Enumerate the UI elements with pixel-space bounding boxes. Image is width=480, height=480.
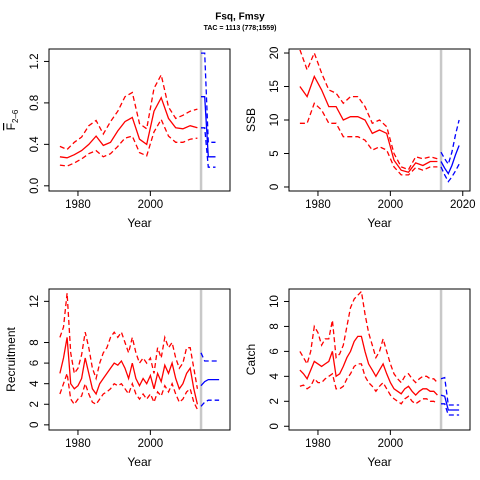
panel-recruitment: 1980 2000 0 2 4 6 8 12 Year Recruitment <box>4 288 231 469</box>
x-tick-label: 1980 <box>65 438 91 450</box>
x-axis-label: Year <box>127 216 151 230</box>
historical-median-line <box>59 96 198 159</box>
x-axis-label: Year <box>367 455 391 469</box>
y-tick-label: 2 <box>29 401 41 407</box>
historical-median-line <box>299 335 438 397</box>
projection-median-line <box>201 96 216 158</box>
y-tick-label: 4 <box>29 380 41 387</box>
historical-upper-ci <box>299 50 438 171</box>
plot-area <box>299 50 460 190</box>
y-tick-label: 2 <box>269 398 281 404</box>
historical-upper-ci <box>299 290 438 384</box>
y-tick-label: 10 <box>269 295 281 308</box>
projection-upper-ci <box>440 376 460 406</box>
projection-lower-ci <box>441 403 460 416</box>
y-tick-label: 6 <box>29 360 41 366</box>
historical-lower-ci <box>299 363 438 405</box>
projection-lower-ci <box>200 399 220 407</box>
y-tick-label: 4 <box>269 373 281 380</box>
projection-median-line <box>440 394 460 411</box>
y-tick-label: 20 <box>269 47 281 60</box>
x-tick-label: 1980 <box>305 438 331 450</box>
x-axis-label: Year <box>367 216 391 230</box>
projection-median-line <box>440 145 460 175</box>
x-tick-label: 2000 <box>378 199 404 211</box>
y-axis-label: Catch <box>244 344 258 375</box>
historical-lower-ci <box>59 373 198 410</box>
historical-upper-ci <box>59 293 199 389</box>
y-tick-label: 8 <box>29 339 41 345</box>
plot-area <box>59 50 216 190</box>
y-axis-label: Recruitment <box>4 326 18 391</box>
y-tick-label: 0.8 <box>29 95 41 111</box>
y-tick-label: 0.4 <box>29 136 41 153</box>
x-tick-label: 1980 <box>65 199 91 211</box>
plot-frame <box>48 288 231 431</box>
panel-ssb: 1980 2000 2020 0 5 10 15 20 Year SSB <box>244 47 476 230</box>
plot-area <box>299 290 460 429</box>
historical-lower-ci <box>299 102 438 176</box>
figure-title: Fsq, Fmsy <box>215 12 265 23</box>
historical-lower-ci <box>59 118 198 167</box>
projection-upper-ci <box>200 352 220 362</box>
x-tick-label: 2020 <box>450 199 476 211</box>
x-axis-label: Year <box>127 455 151 469</box>
y-tick-label: 12 <box>29 295 41 308</box>
plot-frame <box>48 48 231 192</box>
y-tick-label: 0 <box>269 423 281 429</box>
y-tick-label: 10 <box>269 114 281 127</box>
projection-lower-ci <box>440 163 460 183</box>
x-tick-label: 1980 <box>305 199 331 211</box>
projection-lower-ci <box>201 127 216 168</box>
plot-frame <box>288 288 471 431</box>
y-tick-label: 0.0 <box>29 178 41 194</box>
y-tick-label: 15 <box>269 80 281 93</box>
y-tick-label: 0 <box>29 422 41 428</box>
x-tick-label: 2000 <box>138 199 164 211</box>
historical-upper-ci <box>59 73 198 151</box>
y-tick-label: 5 <box>269 150 281 156</box>
historical-median-line <box>299 74 438 173</box>
x-tick-label: 2000 <box>138 438 164 450</box>
panel-catch: 1980 2000 0 2 4 6 8 10 Year Catch <box>244 288 471 469</box>
y-axis-label: SSB <box>244 108 258 132</box>
projection-median-line <box>200 378 220 387</box>
y-tick-label: 1.2 <box>29 53 41 69</box>
y-axis-label: F2–6 <box>4 109 20 130</box>
y-tick-label: 0 <box>269 184 281 190</box>
y-tick-label: 6 <box>269 348 281 354</box>
projection-upper-ci <box>201 52 216 143</box>
y-tick-label: 8 <box>269 323 281 329</box>
plot-area <box>59 290 220 429</box>
figure-subtitle: TAC = 1113 (778;1559) <box>204 25 277 32</box>
panel-fishing-mortality: 1980 2000 0.0 0.4 0.8 1.2 Year F2–6 <box>4 48 231 230</box>
projection-upper-ci <box>440 119 460 166</box>
x-tick-label: 2000 <box>378 438 404 450</box>
historical-median-line <box>59 337 199 405</box>
